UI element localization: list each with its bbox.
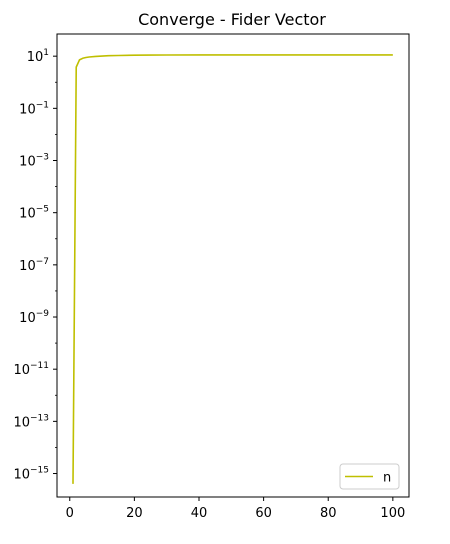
y-tick-label: 10−11 — [13, 361, 49, 378]
y-tick-label: 10−1 — [19, 100, 49, 117]
legend: n — [339, 463, 400, 490]
y-tick-label: 10−5 — [19, 205, 49, 222]
x-tick-label: 100 — [380, 506, 405, 521]
y-tick-label: 10−9 — [19, 309, 49, 326]
plot-area — [72, 54, 393, 484]
series-line-0 — [72, 54, 393, 484]
y-tick-label: 10−15 — [13, 466, 49, 483]
legend-label: n — [383, 471, 391, 486]
chart-title: Converge - Fider Vector — [138, 10, 326, 29]
y-tick-label: 10−7 — [19, 257, 49, 274]
plot-frame — [56, 33, 410, 498]
x-tick-label: 0 — [66, 506, 74, 521]
x-tick-label: 40 — [191, 506, 208, 521]
x-tick-label: 20 — [126, 506, 143, 521]
x-tick-label: 60 — [255, 506, 272, 521]
x-tick-label: 80 — [320, 506, 337, 521]
y-tick-label: 10−3 — [19, 153, 49, 170]
axes: 0 20 40 60 80 100 101 10−1 10−3 10−5 10−7 10−9 10−11… — [13, 33, 410, 521]
y-tick-label: 10−13 — [13, 413, 49, 430]
y-tick-label: 101 — [27, 48, 49, 65]
